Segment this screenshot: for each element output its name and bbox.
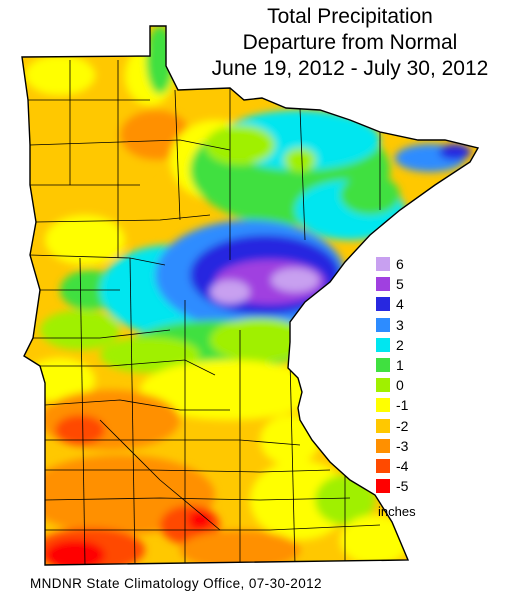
legend-label: 2 [396,336,404,353]
legend-label: -3 [396,437,409,454]
legend-swatch [376,317,390,332]
map-title: Total Precipitation Departure from Norma… [190,4,510,82]
legend-swatch [376,479,390,494]
title-line-2: Departure from Normal [242,31,458,54]
legend-swatch [376,257,390,271]
legend-swatch [376,277,390,292]
legend-swatch [376,297,390,312]
legend-swatch [376,398,390,413]
legend-label: -4 [396,458,409,474]
legend-swatch [376,378,390,393]
legend-swatch [376,358,390,372]
legend-label: 5 [396,276,404,293]
legend-label: 4 [396,296,404,313]
title-line-3: June 19, 2012 - July 30, 2012 [211,57,489,80]
legend-label: 1 [396,357,404,373]
color-legend: inches 6 5 4 3 2 1 0 -1 -2 -3 -4 -5 [376,255,446,525]
legend-units: inches [378,504,416,519]
legend-label: -1 [396,397,409,414]
legend-label: 3 [396,316,404,333]
legend-swatch [376,337,390,352]
legend-swatch [376,459,390,473]
legend-swatch [376,418,390,433]
legend-swatch [376,438,390,453]
state-outline [21,25,480,566]
county-boundaries [28,60,381,565]
legend-label: 6 [396,256,404,272]
legend-label: -2 [396,417,409,434]
title-line-1: Total Precipitation [267,5,433,28]
legend-label: 0 [396,377,404,394]
credit-line: MNDNR State Climatology Office, 07-30-20… [30,576,322,591]
legend-label: -5 [396,478,409,495]
